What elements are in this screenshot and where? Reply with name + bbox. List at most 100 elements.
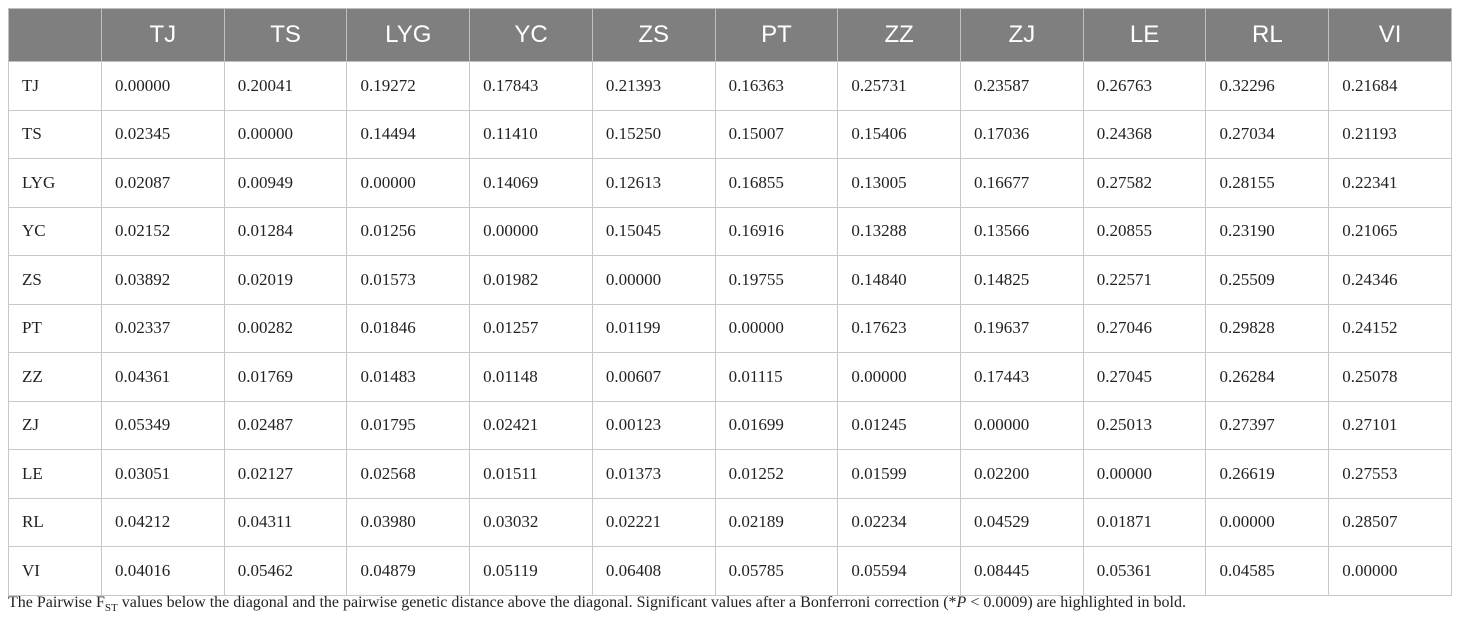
cell: 0.00000 xyxy=(837,352,962,402)
cell: 0.02421 xyxy=(469,400,593,450)
cell: 0.00000 xyxy=(960,400,1084,450)
cell: 0.02568 xyxy=(346,449,471,499)
cell: 0.01115 xyxy=(714,352,839,402)
cell: 0.00000 xyxy=(1082,449,1207,499)
table-row: PT 0.02337 0.00282 0.01846 0.01257 0.01199 0.0… xyxy=(8,303,1452,353)
cell: 0.01699 xyxy=(714,400,839,450)
row-label: YC xyxy=(8,206,102,256)
cell: 0.00000 xyxy=(223,109,348,159)
table-body: TJ 0.00000 0.20041 0.19272 0.17843 0.21393 0.1… xyxy=(8,61,1452,596)
cell: 0.15406 xyxy=(837,109,962,159)
cell: 0.01795 xyxy=(346,400,471,450)
cell: 0.14840 xyxy=(837,255,962,305)
cell: 0.16916 xyxy=(714,206,839,256)
cell: 0.01252 xyxy=(714,449,839,499)
header-cell: TJ xyxy=(101,8,225,62)
cell: 0.00123 xyxy=(591,400,716,450)
cell: 0.16677 xyxy=(960,158,1084,208)
cell: 0.25013 xyxy=(1082,400,1207,450)
cell: 0.04016 xyxy=(101,546,225,596)
cell: 0.14494 xyxy=(346,109,471,159)
cell: 0.24346 xyxy=(1328,255,1452,305)
cell: 0.16855 xyxy=(714,158,839,208)
row-label: LYG xyxy=(8,158,102,208)
table-container: TJ TS LYG YC ZS PT ZZ ZJ LE RL VI TJ 0.00000 0.20041… xyxy=(8,8,1452,596)
row-label: RL xyxy=(8,497,102,547)
cell: 0.24152 xyxy=(1328,303,1452,353)
row-label: PT xyxy=(8,303,102,353)
cell: 0.03051 xyxy=(101,449,225,499)
cell: 0.15045 xyxy=(591,206,716,256)
cell: 0.01769 xyxy=(223,352,348,402)
header-cell xyxy=(8,8,102,62)
table-row: YC 0.02152 0.01284 0.01256 0.00000 0.15045 0.1… xyxy=(8,206,1452,256)
cell: 0.01483 xyxy=(346,352,471,402)
cell: 0.00000 xyxy=(1205,497,1330,547)
header-cell: LYG xyxy=(346,8,471,62)
note-text: values below the diagonal and the pairwi… xyxy=(117,594,957,611)
row-label: ZJ xyxy=(8,400,102,450)
cell: 0.02345 xyxy=(101,109,225,159)
cell: 0.02087 xyxy=(101,158,225,208)
cell: 0.00607 xyxy=(591,352,716,402)
cell: 0.00000 xyxy=(714,303,839,353)
cell: 0.05349 xyxy=(101,400,225,450)
cell: 0.00000 xyxy=(591,255,716,305)
header-cell: YC xyxy=(469,8,593,62)
cell: 0.01373 xyxy=(591,449,716,499)
cell: 0.27397 xyxy=(1205,400,1330,450)
cell: 0.14825 xyxy=(960,255,1084,305)
cell: 0.04212 xyxy=(101,497,225,547)
cell: 0.01871 xyxy=(1082,497,1207,547)
cell: 0.29828 xyxy=(1205,303,1330,353)
cell: 0.00000 xyxy=(469,206,593,256)
cell: 0.05361 xyxy=(1082,546,1207,596)
cell: 0.17036 xyxy=(960,109,1084,159)
cell: 0.21193 xyxy=(1328,109,1452,159)
cell: 0.01148 xyxy=(469,352,593,402)
cell: 0.25509 xyxy=(1205,255,1330,305)
header-cell: ZZ xyxy=(837,8,962,62)
cell: 0.19755 xyxy=(714,255,839,305)
header-cell: ZJ xyxy=(960,8,1084,62)
cell: 0.01982 xyxy=(469,255,593,305)
cell: 0.23190 xyxy=(1205,206,1330,256)
table-row: TJ 0.00000 0.20041 0.19272 0.17843 0.21393 0.1… xyxy=(8,61,1452,111)
cell: 0.25731 xyxy=(837,61,962,111)
cell: 0.27034 xyxy=(1205,109,1330,159)
cell: 0.05462 xyxy=(223,546,348,596)
note-subscript: ST xyxy=(104,602,118,615)
cell: 0.24368 xyxy=(1082,109,1207,159)
cell: 0.13005 xyxy=(837,158,962,208)
cell: 0.27045 xyxy=(1082,352,1207,402)
table-row: TS 0.02345 0.00000 0.14494 0.11410 0.15250 0.1… xyxy=(8,109,1452,159)
cell: 0.00000 xyxy=(346,158,471,208)
table-row: ZJ 0.05349 0.02487 0.01795 0.02421 0.00123 0.0… xyxy=(8,400,1452,450)
cell: 0.03980 xyxy=(346,497,471,547)
cell: 0.12613 xyxy=(591,158,716,208)
cell: 0.28507 xyxy=(1328,497,1452,547)
cell: 0.01257 xyxy=(469,303,593,353)
cell: 0.01245 xyxy=(837,400,962,450)
cell: 0.05594 xyxy=(837,546,962,596)
note-italic: P xyxy=(956,594,967,611)
cell: 0.28155 xyxy=(1205,158,1330,208)
cell: 0.02200 xyxy=(960,449,1084,499)
cell: 0.23587 xyxy=(960,61,1084,111)
cell: 0.05785 xyxy=(714,546,839,596)
cell: 0.16363 xyxy=(714,61,839,111)
cell: 0.01284 xyxy=(223,206,348,256)
cell: 0.17843 xyxy=(469,61,593,111)
cell: 0.01599 xyxy=(837,449,962,499)
table-row: LYG 0.02087 0.00949 0.00000 0.14069 0.12613 0.… xyxy=(8,158,1452,208)
cell: 0.04585 xyxy=(1205,546,1330,596)
cell: 0.17443 xyxy=(960,352,1084,402)
header-cell: ZS xyxy=(591,8,716,62)
row-label: ZS xyxy=(8,255,102,305)
cell: 0.21393 xyxy=(591,61,716,111)
cell: 0.02221 xyxy=(591,497,716,547)
cell: 0.03032 xyxy=(469,497,593,547)
cell: 0.26763 xyxy=(1082,61,1207,111)
table-note: The Pairwise FST values below the diagon… xyxy=(8,594,1186,614)
